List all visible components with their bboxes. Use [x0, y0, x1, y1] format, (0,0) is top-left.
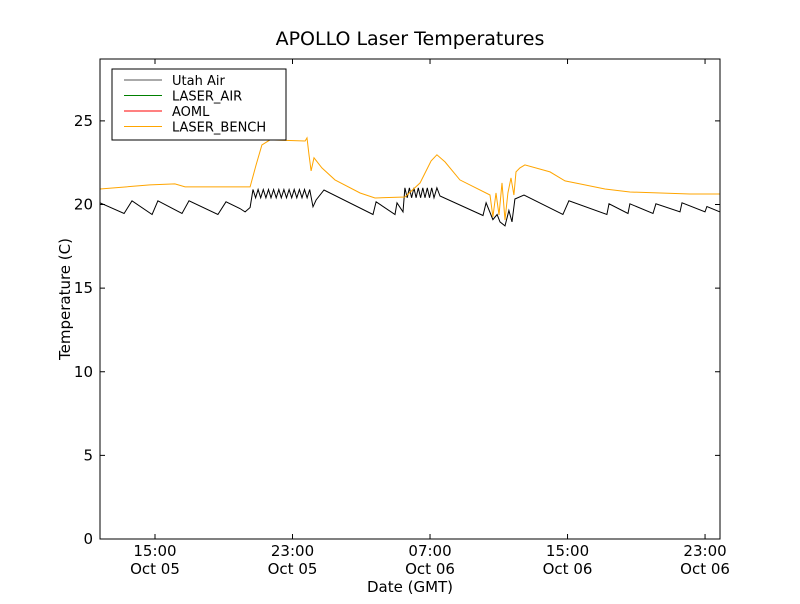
- y-tick-label: 5: [83, 446, 93, 464]
- x-tick-label-date: Oct 05: [130, 560, 180, 578]
- y-tick-label: 15: [74, 279, 93, 297]
- legend-label: LASER_BENCH: [172, 121, 266, 136]
- series-line-laser-bench: [99, 136, 720, 220]
- y-tick-label: 0: [83, 530, 93, 548]
- x-tick-label-date: Oct 05: [268, 560, 318, 578]
- legend-box: [111, 68, 287, 141]
- x-tick-label-time: 23:00: [683, 542, 726, 560]
- y-tick-label: 20: [74, 196, 93, 214]
- series-line-utah-air: [99, 186, 721, 227]
- plot-frame: [99, 58, 721, 540]
- y-tick-label: 25: [74, 112, 93, 130]
- x-tick-label-date: Oct 06: [680, 560, 730, 578]
- x-tick-label-time: 07:00: [408, 542, 451, 560]
- legend-label: Utah Air: [172, 74, 225, 89]
- x-tick-label-date: Oct 06: [405, 560, 455, 578]
- y-axis-label: Temperature (C): [56, 238, 74, 361]
- x-tick-label-time: 23:00: [271, 542, 314, 560]
- legend-label: LASER_AIR: [172, 90, 242, 105]
- chart-title: APOLLO Laser Temperatures: [276, 28, 545, 50]
- x-tick-label-date: Oct 06: [543, 560, 593, 578]
- x-axis-label: Date (GMT): [367, 578, 453, 596]
- legend-label: AOML: [172, 105, 210, 120]
- x-tick-label-time: 15:00: [133, 542, 176, 560]
- x-tick-label-time: 15:00: [546, 542, 589, 560]
- y-tick-label: 10: [74, 363, 93, 381]
